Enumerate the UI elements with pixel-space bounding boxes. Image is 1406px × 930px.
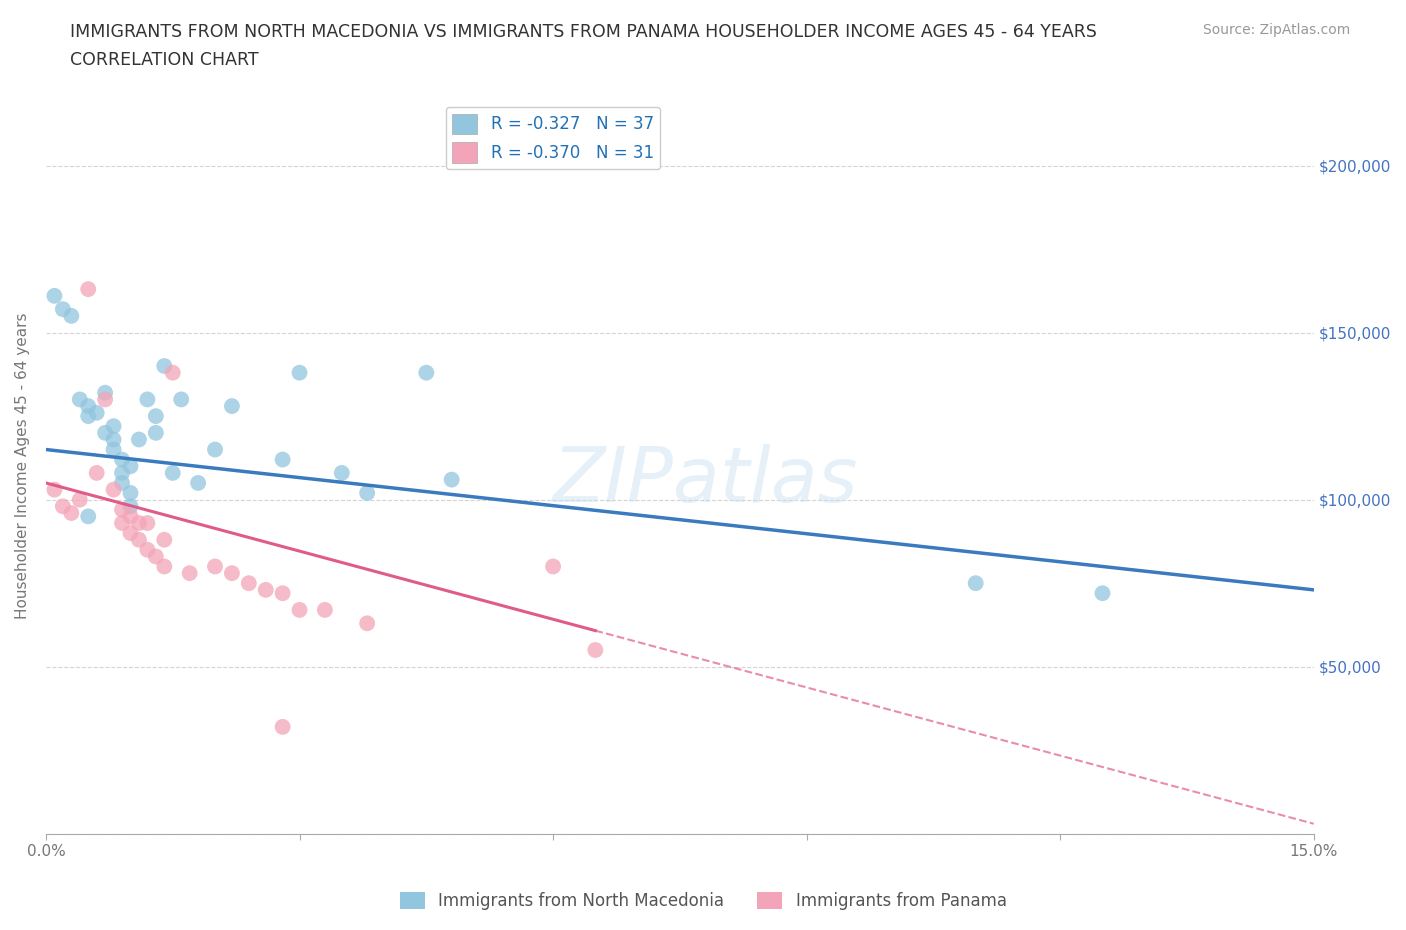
Point — [356, 616, 378, 631]
Point — [128, 515, 150, 530]
Point — [356, 485, 378, 500]
Point — [77, 408, 100, 423]
Point — [86, 405, 108, 420]
Point — [271, 452, 294, 467]
Point — [162, 365, 184, 380]
Point — [111, 502, 134, 517]
Point — [136, 392, 159, 406]
Point — [162, 466, 184, 481]
Point — [60, 506, 83, 521]
Point — [103, 432, 125, 447]
Legend: R = -0.327   N = 37, R = -0.370   N = 31: R = -0.327 N = 37, R = -0.370 N = 31 — [446, 107, 661, 169]
Point — [128, 432, 150, 447]
Point — [583, 643, 606, 658]
Point — [77, 509, 100, 524]
Text: CORRELATION CHART: CORRELATION CHART — [70, 51, 259, 69]
Legend: Immigrants from North Macedonia, Immigrants from Panama: Immigrants from North Macedonia, Immigra… — [392, 885, 1014, 917]
Point — [330, 466, 353, 481]
Point — [60, 309, 83, 324]
Point — [52, 301, 75, 316]
Point — [965, 576, 987, 591]
Point — [153, 532, 176, 547]
Point — [128, 532, 150, 547]
Point — [288, 603, 311, 618]
Point — [204, 559, 226, 574]
Point — [94, 385, 117, 400]
Point — [136, 542, 159, 557]
Point — [271, 720, 294, 735]
Point — [94, 392, 117, 406]
Point — [254, 582, 277, 597]
Point — [86, 466, 108, 481]
Point — [120, 509, 142, 524]
Point — [221, 565, 243, 580]
Point — [120, 458, 142, 473]
Point — [153, 359, 176, 374]
Point — [111, 515, 134, 530]
Point — [238, 576, 260, 591]
Point — [111, 466, 134, 481]
Point — [103, 418, 125, 433]
Point — [288, 365, 311, 380]
Point — [271, 586, 294, 601]
Point — [415, 365, 437, 380]
Point — [170, 392, 193, 406]
Point — [204, 442, 226, 457]
Point — [94, 425, 117, 440]
Point — [111, 475, 134, 490]
Point — [111, 452, 134, 467]
Point — [77, 399, 100, 414]
Point — [179, 565, 201, 580]
Point — [103, 482, 125, 497]
Point — [103, 442, 125, 457]
Point — [120, 525, 142, 540]
Point — [136, 515, 159, 530]
Point — [187, 475, 209, 490]
Point — [145, 408, 167, 423]
Point — [153, 559, 176, 574]
Point — [221, 399, 243, 414]
Point — [120, 498, 142, 513]
Point — [314, 603, 336, 618]
Point — [145, 425, 167, 440]
Point — [44, 482, 66, 497]
Y-axis label: Householder Income Ages 45 - 64 years: Householder Income Ages 45 - 64 years — [15, 313, 30, 619]
Text: IMMIGRANTS FROM NORTH MACEDONIA VS IMMIGRANTS FROM PANAMA HOUSEHOLDER INCOME AGE: IMMIGRANTS FROM NORTH MACEDONIA VS IMMIG… — [70, 23, 1097, 41]
Point — [44, 288, 66, 303]
Point — [120, 485, 142, 500]
Point — [77, 282, 100, 297]
Point — [52, 498, 75, 513]
Text: Source: ZipAtlas.com: Source: ZipAtlas.com — [1202, 23, 1350, 37]
Point — [440, 472, 463, 487]
Point — [69, 492, 91, 507]
Point — [541, 559, 564, 574]
Point — [145, 549, 167, 564]
Point — [69, 392, 91, 406]
Point — [1091, 586, 1114, 601]
Text: ZIPatlas: ZIPatlas — [553, 444, 858, 518]
